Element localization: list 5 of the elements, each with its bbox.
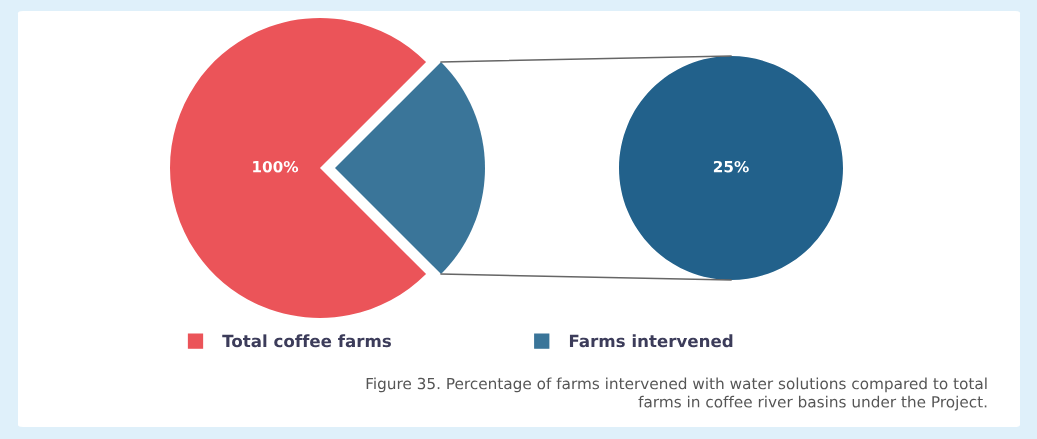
legend-label: Total coffee farms	[222, 334, 391, 348]
text: 25%	[713, 160, 749, 173]
caption: Figure 35. Percentage of farms intervened with water solutions compared to total farms in coffee river basins under the Project.	[366, 377, 987, 411]
text: 100%	[253, 160, 299, 173]
legend-label: Farms intervened	[569, 334, 733, 348]
